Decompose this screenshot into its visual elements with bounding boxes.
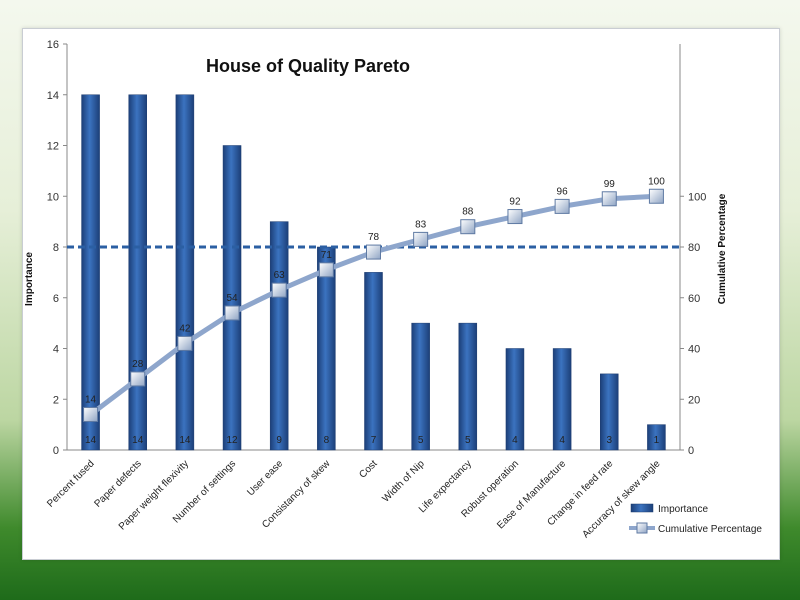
bar-importance <box>458 322 478 451</box>
bar-importance <box>411 322 430 451</box>
cumulative-value-label: 63 <box>274 270 286 281</box>
legend-label-importance: Importance <box>658 504 708 515</box>
cumulative-marker <box>601 191 617 207</box>
bar-value-label: 1 <box>654 435 660 446</box>
y-tick-label: 0 <box>53 445 59 457</box>
cumulative-marker <box>130 371 146 387</box>
bar-value-label: 5 <box>418 435 424 446</box>
cumulative-marker <box>460 219 476 235</box>
bar-importance <box>222 145 242 451</box>
bar-value-label: 7 <box>371 435 377 446</box>
cumulative-value-label: 78 <box>368 232 380 243</box>
cumulative-marker <box>271 282 287 298</box>
cumulative-value-label: 71 <box>321 250 333 261</box>
y-tick-label: 16 <box>47 39 59 51</box>
category-label: Cost <box>357 458 379 480</box>
bar-value-label: 9 <box>276 435 282 446</box>
bar-value-label: 14 <box>132 435 144 446</box>
category-label: User ease <box>245 458 285 498</box>
category-label: Paper defects <box>92 458 143 509</box>
bar-importance <box>81 94 100 451</box>
cumulative-value-label: 83 <box>415 219 427 230</box>
category-label: Percent fused <box>45 458 96 509</box>
y2-tick-label: 100 <box>688 191 706 203</box>
y2-tick-label: 20 <box>688 394 700 406</box>
legend-swatch-importance <box>630 503 654 513</box>
bar-value-label: 8 <box>324 435 330 446</box>
bar-importance <box>175 94 195 451</box>
cumulative-value-label: 28 <box>132 359 144 370</box>
chart-panel: 0 2 4 6 8 10 12 14 16 0 20 40 60 80 100 14 14 14 12 9 8 7 5 5 4… <box>22 28 780 560</box>
bar-importance <box>317 246 336 451</box>
bar-value-label: 14 <box>85 435 97 446</box>
legend-label-cumulative: Cumulative Percentage <box>658 524 762 535</box>
y2-tick-label: 80 <box>688 242 700 254</box>
y2-tick-label: 40 <box>688 344 700 356</box>
cumulative-marker <box>366 244 381 260</box>
y-tick-label: 4 <box>53 344 59 356</box>
cumulative-marker <box>224 305 240 321</box>
bar-importance <box>552 348 572 451</box>
bar-value-label: 14 <box>179 435 191 446</box>
cumulative-value-label: 54 <box>226 293 238 304</box>
cumulative-marker <box>177 335 193 351</box>
bar-importance <box>364 272 383 451</box>
legend-swatch-cumulative-marker <box>636 522 648 534</box>
y-tick-label: 12 <box>47 141 59 153</box>
y2-tick-label: 60 <box>688 293 700 305</box>
cumulative-value-label: 88 <box>462 207 474 218</box>
cumulative-marker <box>318 262 334 278</box>
cumulative-marker <box>413 231 429 247</box>
cumulative-value-label: 99 <box>604 179 616 190</box>
bar-value-label: 3 <box>606 435 612 446</box>
y-tick-label: 6 <box>53 293 59 305</box>
cumulative-value-label: 100 <box>648 176 665 187</box>
y-axis-title: Importance <box>24 252 35 306</box>
y-tick-label: 8 <box>53 242 59 254</box>
bar-importance <box>128 94 147 451</box>
bar-value-label: 4 <box>512 435 518 446</box>
cumulative-marker <box>507 209 523 225</box>
category-label: Width of Nip <box>380 458 427 505</box>
cumulative-marker <box>83 406 99 422</box>
bar-value-label: 5 <box>465 435 471 446</box>
y2-axis-title: Cumulative Percentage <box>717 193 728 304</box>
cumulative-value-label: 42 <box>179 323 191 334</box>
y-tick-label: 2 <box>53 394 59 406</box>
y-tick-label: 10 <box>47 191 59 203</box>
bar-importance <box>505 348 525 451</box>
cumulative-value-label: 92 <box>509 197 521 208</box>
bar-importance <box>269 221 289 451</box>
cumulative-marker <box>648 188 664 204</box>
cumulative-marker <box>554 198 570 214</box>
y2-tick-label: 0 <box>688 445 694 457</box>
bar-value-label: 12 <box>226 435 238 446</box>
bar-importance <box>647 424 666 451</box>
bar-value-label: 4 <box>559 435 565 446</box>
chart-title: House of Quality Pareto <box>206 56 410 76</box>
cumulative-value-label: 96 <box>557 186 569 197</box>
cumulative-value-label: 14 <box>85 394 97 405</box>
y-tick-label: 14 <box>47 90 59 102</box>
bar-importance <box>600 373 619 451</box>
